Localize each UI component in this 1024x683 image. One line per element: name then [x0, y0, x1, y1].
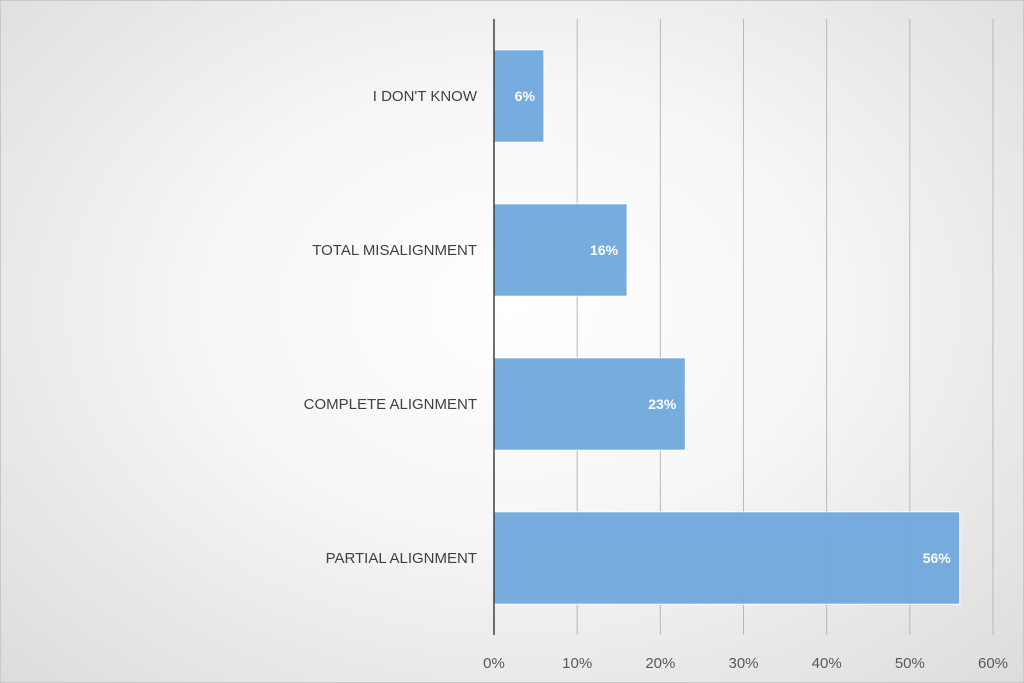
- bar: [493, 511, 961, 605]
- category-labels: I DON'T KNOW TOTAL MISALIGNMENT COMPLETE A…: [304, 88, 478, 567]
- category-label: TOTAL MISALIGNMENT: [312, 242, 477, 259]
- x-tick-label: 40%: [812, 655, 842, 672]
- category-label: I DON'T KNOW: [373, 88, 478, 105]
- data-label: 16%: [590, 242, 619, 258]
- bar: [493, 357, 686, 451]
- data-label: 56%: [923, 550, 952, 566]
- data-label: 23%: [648, 396, 677, 412]
- category-label: COMPLETE ALIGNMENT: [304, 396, 477, 413]
- x-tick-label: 50%: [895, 655, 925, 672]
- data-labels: 6% 16% 23% 56%: [515, 88, 952, 566]
- x-tick-labels: 0% 10% 20% 30% 40% 50% 60%: [483, 655, 1008, 672]
- x-tick-label: 30%: [728, 655, 758, 672]
- data-label: 6%: [515, 88, 536, 104]
- category-label: PARTIAL ALIGNMENT: [326, 550, 477, 567]
- x-tick-label: 60%: [978, 655, 1008, 672]
- x-tick-label: 10%: [562, 655, 592, 672]
- x-tick-label: 0%: [483, 655, 505, 672]
- bars: [493, 49, 961, 605]
- bar: [493, 49, 545, 143]
- x-tick-label: 20%: [645, 655, 675, 672]
